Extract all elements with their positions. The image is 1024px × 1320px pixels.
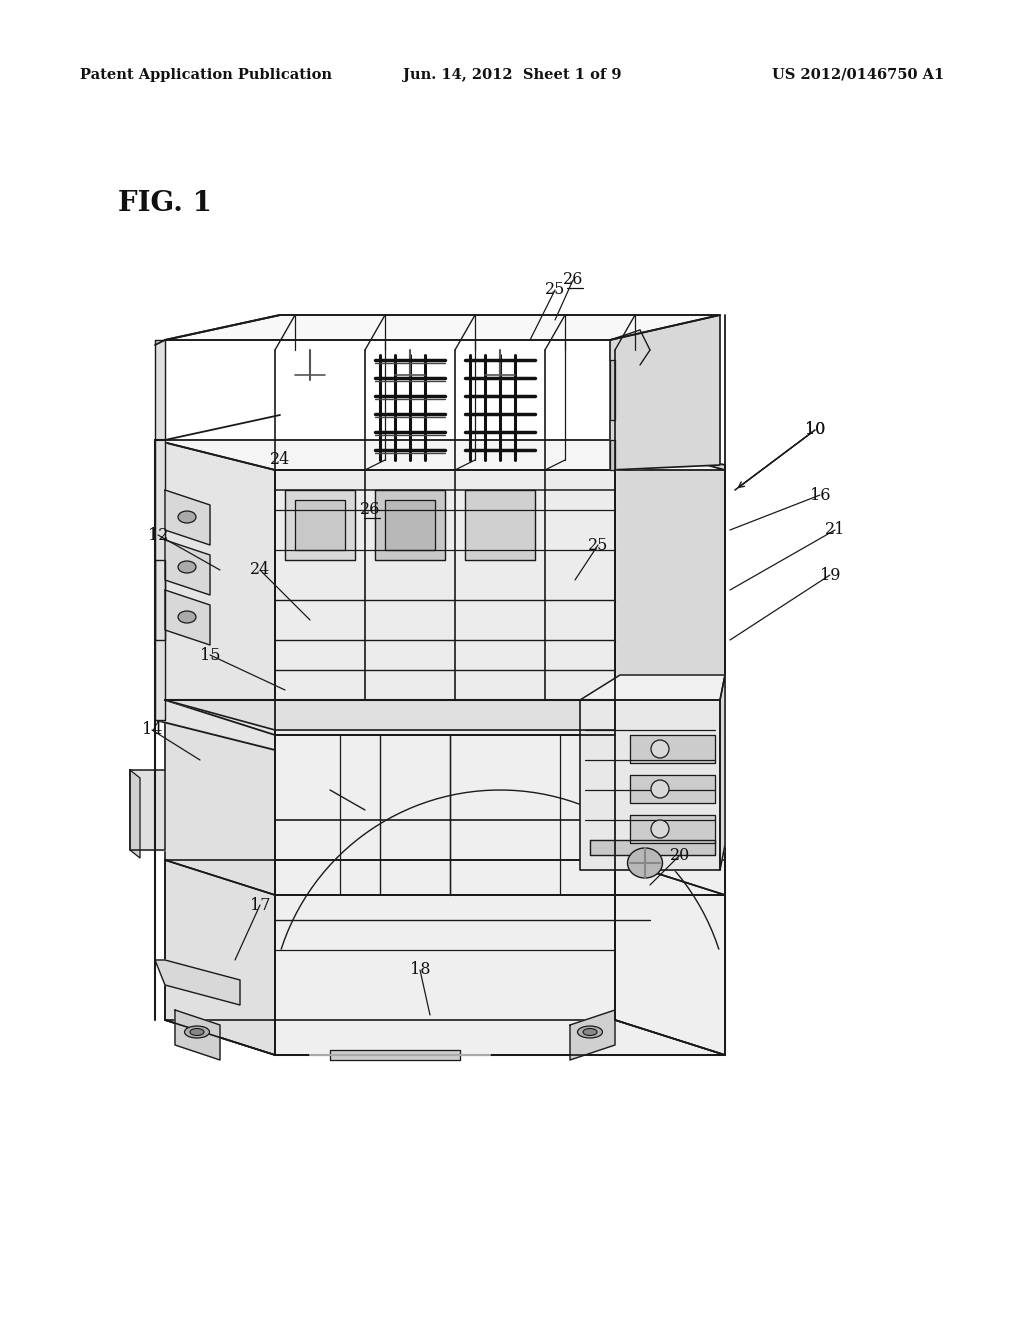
Polygon shape: [165, 861, 275, 1055]
Text: 15: 15: [200, 647, 220, 664]
Polygon shape: [610, 360, 615, 420]
Text: US 2012/0146750 A1: US 2012/0146750 A1: [772, 69, 944, 82]
Text: 10: 10: [805, 421, 825, 438]
Ellipse shape: [651, 741, 669, 758]
Text: 25: 25: [545, 281, 565, 298]
Ellipse shape: [190, 1028, 204, 1035]
Polygon shape: [610, 315, 720, 470]
Polygon shape: [155, 440, 275, 750]
Text: Jun. 14, 2012  Sheet 1 of 9: Jun. 14, 2012 Sheet 1 of 9: [402, 69, 622, 82]
Polygon shape: [630, 735, 715, 763]
Text: Patent Application Publication: Patent Application Publication: [80, 69, 332, 82]
Polygon shape: [285, 490, 355, 560]
Text: 16: 16: [810, 487, 830, 503]
Polygon shape: [165, 1020, 725, 1055]
Polygon shape: [165, 700, 725, 735]
Polygon shape: [165, 590, 210, 645]
Polygon shape: [275, 735, 725, 1055]
Polygon shape: [295, 500, 345, 550]
Ellipse shape: [184, 1026, 210, 1038]
Ellipse shape: [628, 847, 663, 878]
Polygon shape: [155, 560, 165, 640]
Polygon shape: [165, 700, 615, 730]
Text: 14: 14: [141, 722, 162, 738]
Polygon shape: [580, 675, 725, 700]
Polygon shape: [630, 775, 715, 803]
Text: FIG. 1: FIG. 1: [118, 190, 212, 216]
Polygon shape: [615, 861, 725, 1055]
Polygon shape: [165, 490, 210, 545]
Text: 26: 26: [359, 502, 380, 519]
Polygon shape: [375, 490, 445, 560]
Ellipse shape: [178, 611, 196, 623]
Polygon shape: [615, 700, 725, 1055]
Polygon shape: [720, 675, 725, 870]
Text: 17: 17: [250, 896, 270, 913]
Ellipse shape: [178, 511, 196, 523]
Polygon shape: [630, 814, 715, 843]
Text: 20: 20: [670, 846, 690, 863]
Text: 12: 12: [147, 527, 168, 544]
Polygon shape: [330, 1049, 460, 1060]
Polygon shape: [570, 1010, 615, 1060]
Polygon shape: [275, 895, 725, 1055]
Ellipse shape: [651, 780, 669, 799]
Polygon shape: [385, 500, 435, 550]
Polygon shape: [615, 440, 725, 741]
Polygon shape: [165, 700, 275, 1055]
Text: 18: 18: [410, 961, 430, 978]
Ellipse shape: [583, 1028, 597, 1035]
Polygon shape: [580, 700, 720, 870]
Polygon shape: [465, 490, 535, 560]
Text: 25: 25: [588, 536, 608, 553]
Polygon shape: [130, 770, 140, 858]
Polygon shape: [155, 440, 725, 470]
Ellipse shape: [651, 820, 669, 838]
Polygon shape: [165, 315, 720, 341]
Text: 24: 24: [270, 451, 290, 469]
Ellipse shape: [178, 561, 196, 573]
Polygon shape: [165, 861, 725, 895]
Polygon shape: [155, 341, 165, 719]
Text: 21: 21: [824, 521, 845, 539]
Text: 19: 19: [820, 566, 841, 583]
Polygon shape: [175, 1010, 220, 1060]
Text: 10: 10: [805, 421, 825, 438]
Polygon shape: [590, 840, 715, 855]
Ellipse shape: [578, 1026, 602, 1038]
Polygon shape: [610, 440, 615, 470]
Text: 26: 26: [563, 272, 584, 289]
Text: 24: 24: [250, 561, 270, 578]
Polygon shape: [275, 470, 615, 735]
Polygon shape: [165, 540, 210, 595]
Polygon shape: [130, 770, 165, 850]
Polygon shape: [155, 960, 240, 1005]
